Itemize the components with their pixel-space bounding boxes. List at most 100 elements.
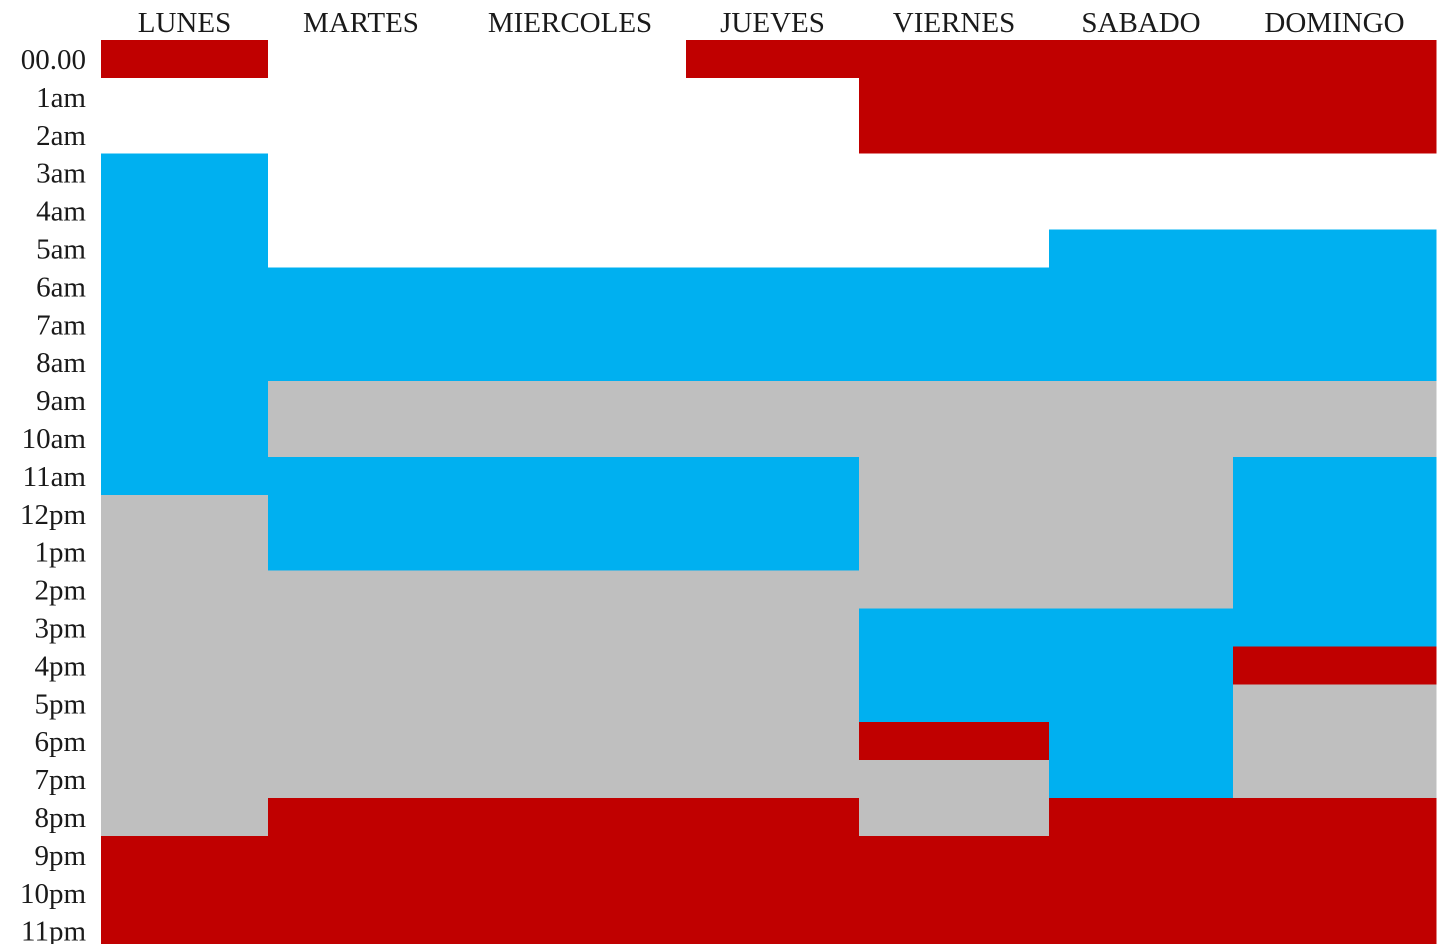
row-label-8am: 8am [36, 347, 86, 379]
cell-martes-7am [268, 305, 455, 344]
cell-martes-7pm [268, 760, 455, 799]
cell-lunes-11am [101, 456, 269, 496]
cell-domingo-4am [1233, 191, 1437, 231]
cell-viernes-6am [859, 267, 1050, 306]
cell-domingo-12pm [1233, 494, 1437, 534]
cell-miercoles-12pm [454, 494, 687, 534]
cell-domingo-6pm [1233, 722, 1437, 761]
column-header-jueves: JUEVES [720, 7, 825, 39]
cell-martes-2am [268, 115, 455, 155]
cell-domingo-5pm [1233, 684, 1437, 723]
cell-jueves-9pm [686, 835, 860, 875]
cell-viernes-10pm [859, 873, 1050, 913]
cell-lunes-2pm [101, 570, 269, 610]
column-header-sabado: SABADO [1081, 7, 1200, 39]
cell-jueves-10am [686, 419, 860, 458]
cell-jueves-6pm [686, 722, 860, 761]
cell-lunes-3am [101, 153, 269, 193]
row-label-4am: 4am [36, 196, 86, 228]
cell-miercoles-2am [454, 115, 687, 155]
cell-miercoles-9pm [454, 835, 687, 875]
cell-martes-3am [268, 153, 455, 193]
cell-domingo-9am [1233, 381, 1437, 420]
cell-martes-11pm [268, 911, 455, 944]
cell-domingo-2am [1233, 115, 1437, 155]
cell-jueves-10pm [686, 873, 860, 913]
cell-miercoles-6am [454, 267, 687, 306]
cell-jueves-11am [686, 456, 860, 496]
cell-martes-10am [268, 419, 455, 458]
cell-martes-4am [268, 191, 455, 231]
row-label-1am: 1am [36, 82, 86, 114]
row-label-2am: 2am [36, 120, 86, 152]
cell-domingo-7am [1233, 305, 1437, 344]
cell-viernes-7am [859, 305, 1050, 344]
cell-domingo-6am [1233, 267, 1437, 306]
cell-martes-11am [268, 456, 455, 496]
cell-domingo-11am [1233, 456, 1437, 496]
cell-sabado-7pm [1049, 760, 1234, 799]
cell-jueves-3pm [686, 608, 860, 647]
row-label-6am: 6am [36, 271, 86, 303]
cell-domingo-10pm [1233, 873, 1437, 913]
cell-jueves-8am [686, 343, 860, 382]
hour-row-labels: 00.00 1am 2am 3am 4am 5am 6am 7am 8am 9am 10am 11am… [20, 44, 87, 944]
cell-miercoles-10am [454, 419, 687, 458]
cell-jueves-7am [686, 305, 860, 344]
cell-lunes-1pm [101, 532, 269, 572]
cell-domingo-9pm [1233, 835, 1437, 875]
cell-jueves-1am [686, 77, 860, 117]
column-header-miercoles: MIERCOLES [488, 7, 652, 39]
cell-sabado-00-00 [1049, 40, 1234, 79]
cell-jueves-8pm [686, 798, 860, 837]
row-label-5am: 5am [36, 233, 86, 265]
cell-sabado-5am [1049, 229, 1234, 268]
cell-viernes-3pm [859, 608, 1050, 647]
heatmap-cells [101, 40, 1437, 944]
cell-martes-12pm [268, 494, 455, 534]
cell-viernes-2pm [859, 570, 1050, 610]
cell-lunes-7am [101, 305, 269, 344]
cell-lunes-5pm [101, 684, 269, 723]
cell-viernes-2am [859, 115, 1050, 155]
cell-viernes-1pm [859, 532, 1050, 572]
cell-miercoles-2pm [454, 570, 687, 610]
row-label-12pm: 12pm [20, 499, 87, 531]
cell-miercoles-6pm [454, 722, 687, 761]
cell-sabado-8am [1049, 343, 1234, 382]
cell-domingo-2pm [1233, 570, 1437, 610]
cell-miercoles-9am [454, 381, 687, 420]
cell-sabado-6am [1049, 267, 1234, 306]
row-label-5pm: 5pm [34, 688, 86, 720]
cell-lunes-8am [101, 343, 269, 382]
cell-martes-2pm [268, 570, 455, 610]
cell-lunes-1am [101, 77, 269, 117]
cell-domingo-3am [1233, 153, 1437, 193]
column-header-domingo: DOMINGO [1264, 7, 1404, 39]
cell-domingo-10am [1233, 419, 1437, 458]
column-header-viernes: VIERNES [893, 7, 1015, 39]
cell-viernes-5pm [859, 684, 1050, 723]
cell-viernes-10am [859, 419, 1050, 458]
row-label-10am: 10am [22, 423, 87, 455]
cell-lunes-7pm [101, 760, 269, 799]
cell-sabado-3am [1049, 153, 1234, 193]
cell-martes-8am [268, 343, 455, 382]
cell-miercoles-7pm [454, 760, 687, 799]
cell-sabado-8pm [1049, 798, 1234, 837]
cell-martes-9am [268, 381, 455, 420]
cell-martes-00-00 [268, 40, 455, 79]
cell-jueves-4pm [686, 646, 860, 685]
cell-jueves-7pm [686, 760, 860, 799]
cell-viernes-3am [859, 153, 1050, 193]
cell-viernes-4pm [859, 646, 1050, 685]
cell-miercoles-8am [454, 343, 687, 382]
row-label-9am: 9am [36, 385, 86, 417]
cell-viernes-1am [859, 77, 1050, 117]
cell-viernes-8am [859, 343, 1050, 382]
cell-domingo-1pm [1233, 532, 1437, 572]
cell-martes-4pm [268, 646, 455, 685]
cell-domingo-5am [1233, 229, 1437, 268]
cell-viernes-7pm [859, 760, 1050, 799]
row-label-00-00: 00.00 [21, 44, 86, 76]
